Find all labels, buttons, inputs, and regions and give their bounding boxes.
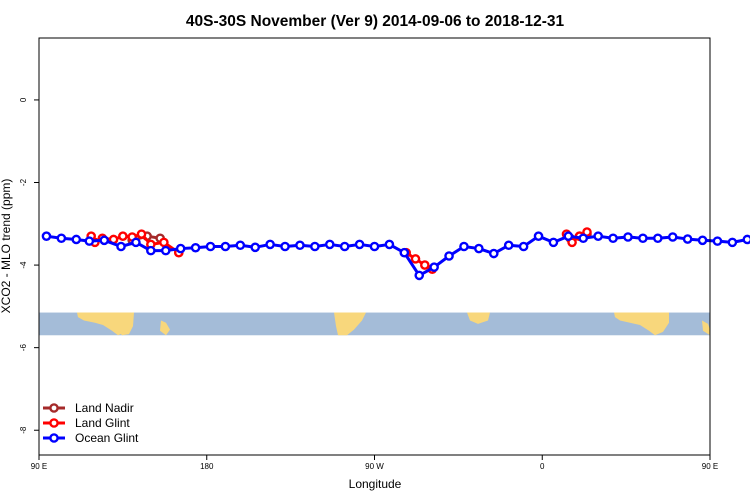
data-point [116,241,126,252]
data-point [682,234,693,244]
data-point [593,231,603,241]
data-point [235,240,246,251]
x-axis: 90 E 180 90 W 0 90 E [31,455,718,471]
data-point [369,241,380,252]
legend-swatch-marker [49,403,59,413]
land-australia-east [114,312,134,336]
series-ocean-glint [41,231,750,281]
data-point [410,254,421,264]
data-point [548,237,559,248]
y-tick-label: -4 [19,261,28,269]
x-tick-label: 90 E [31,462,47,471]
data-point [742,234,750,245]
data-point [533,231,544,241]
y-tick-label: -2 [19,178,28,186]
data-point [697,235,708,246]
legend-item: Land Nadir [43,401,134,415]
x-axis-label: Longitude [349,477,402,491]
data-point [474,243,484,254]
data-point [250,242,261,253]
data-point [118,231,128,241]
x-tick-label: 90 E [702,462,718,471]
data-point [84,236,95,246]
data-point [667,232,678,242]
data-point [56,233,67,244]
data-point [310,241,320,252]
data-point [503,240,514,251]
data-point [99,235,110,246]
map-strip-ocean [39,312,710,336]
chart-title: 40S-30S November (Ver 9) 2014-09-06 to 2… [186,13,565,30]
series-land-glint [86,227,592,275]
data-point [420,260,430,270]
legend-label: Ocean Glint [75,431,139,445]
data-point [41,231,52,241]
data-point [414,270,425,281]
data-point [518,241,529,252]
y-axis-label: XCO2 - MLO trend (ppm) [0,179,13,314]
land-south-africa [467,312,490,324]
data-point [638,233,648,244]
data-point [608,233,618,244]
legend-swatch-marker [49,433,59,443]
data-point [220,241,231,252]
x-tick-label: 0 [540,462,545,471]
land-australia-west-2 [614,312,669,336]
map-strip-land [77,312,710,336]
data-point [339,241,350,252]
data-point [136,229,147,239]
data-point [190,242,201,253]
data-point [712,236,723,246]
data-point [146,245,156,256]
data-point [578,233,589,244]
y-tick-label: -8 [19,426,28,434]
data-point [280,241,290,252]
data-point [71,234,82,245]
data-point [384,239,395,250]
x-tick-label: 180 [200,462,214,471]
data-point [131,237,141,248]
legend-item: Ocean Glint [43,431,139,445]
data-point [295,240,305,251]
legend-item: Land Glint [43,416,130,430]
data-point [459,241,469,252]
data-point [324,239,335,250]
y-axis: 0 -2 -4 -6 -8 [19,97,39,434]
legend-swatch-marker [49,418,59,428]
data-point [429,262,439,272]
data-point [653,233,663,244]
land-south-america [334,312,366,336]
data-point [563,231,574,241]
data-point [205,241,216,252]
x-tick-label: 90 W [365,462,384,471]
y-tick-label: 0 [19,97,28,102]
data-point [623,232,633,242]
data-point [159,237,169,248]
y-tick-label: -6 [19,344,28,352]
data-point [399,247,410,258]
legend-label: Land Glint [75,416,130,430]
data-point [160,245,171,256]
data-point [265,239,275,250]
legend-label: Land Nadir [75,401,134,415]
data-point [444,251,454,261]
data-point [727,237,738,248]
data-point [175,243,186,254]
land-new-zealand-2 [702,320,710,336]
land-new-zealand [160,320,170,336]
series-layer [41,227,750,281]
data-point [354,239,365,250]
data-point [488,248,499,259]
